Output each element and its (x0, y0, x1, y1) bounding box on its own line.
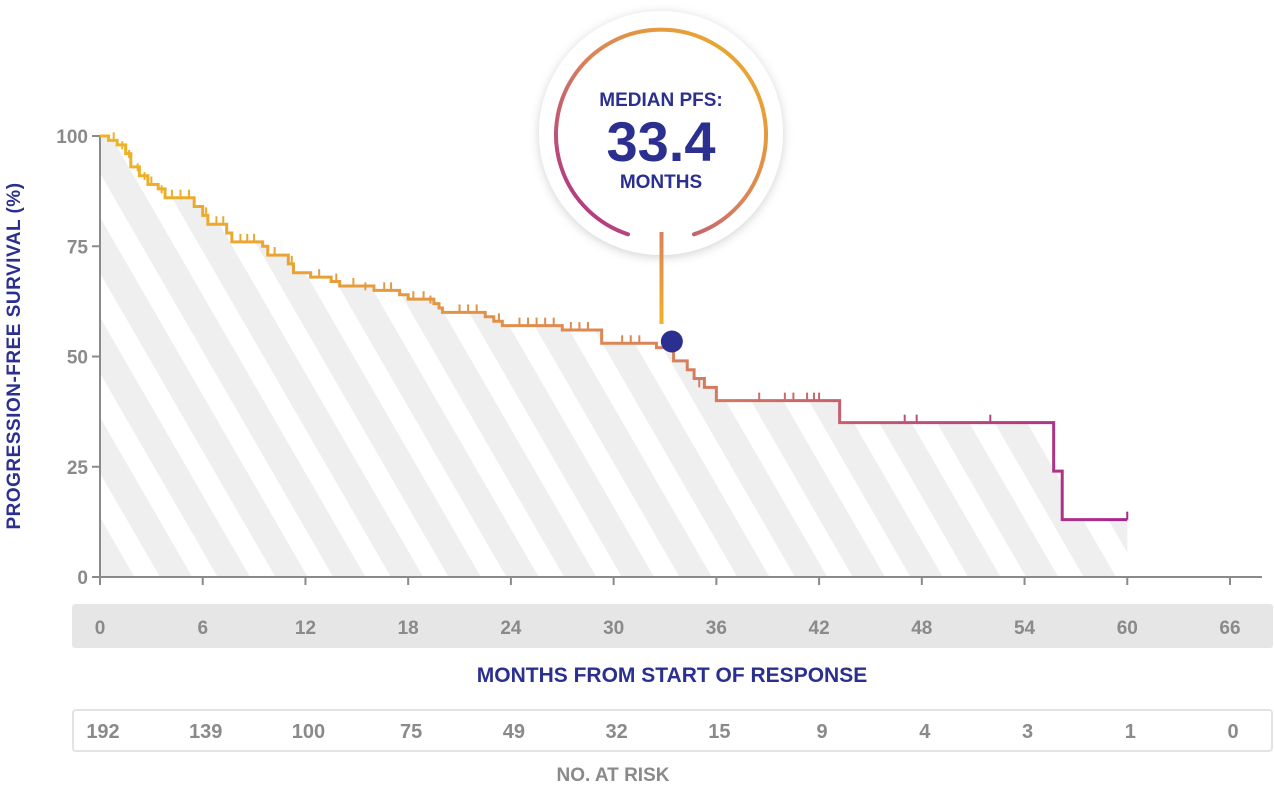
annotation-ring (554, 27, 768, 237)
x-tick-label-54: 54 (1014, 618, 1036, 639)
at-risk-box (72, 709, 1273, 752)
at-risk-value: 1 (1125, 721, 1136, 743)
y-tick-label-75: 75 (67, 237, 89, 258)
at-risk-value: 139 (189, 721, 222, 743)
km-curve (100, 134, 1128, 522)
median-value: 33.4 (607, 110, 716, 173)
x-tick-band (72, 604, 1273, 648)
x-tick-label-30: 30 (603, 618, 624, 639)
x-axis-title: MONTHS FROM START OF RESPONSE (477, 664, 867, 687)
at-risk-value: 192 (86, 721, 119, 743)
x-tick-label-36: 36 (706, 618, 727, 639)
x-tick-label-24: 24 (500, 618, 522, 639)
y-tick-label-0: 0 (77, 568, 88, 589)
median-label: MEDIAN PFS: (599, 90, 723, 111)
censor-marks (112, 132, 1129, 520)
annotation-stem (659, 232, 664, 324)
at-risk-value: 3 (1022, 721, 1033, 743)
at-risk-value: 0 (1227, 721, 1238, 743)
y-tick-label-25: 25 (67, 458, 89, 479)
at-risk-values: 192 139 100 75 49 32 15 9 4 3 1 0 (86, 721, 1238, 743)
y-tick-labels: 0 25 50 75 100 (56, 127, 88, 589)
x-tick-label-60: 60 (1117, 618, 1138, 639)
x-tick-label-48: 48 (911, 618, 932, 639)
x-tick-label-0: 0 (95, 618, 106, 639)
axes (92, 135, 1262, 585)
x-tick-label-18: 18 (398, 618, 419, 639)
y-axis-title: PROGRESSION-FREE SURVIVAL (%) (4, 182, 25, 529)
median-marker (660, 330, 683, 353)
at-risk-title: NO. AT RISK (557, 765, 670, 786)
x-tick-labels: 0 6 12 18 24 30 36 42 48 54 60 66 (95, 618, 1241, 639)
at-risk-value: 100 (292, 721, 325, 743)
median-annotation: MEDIAN PFS: 33.4 MONTHS (539, 11, 783, 353)
at-risk-value: 9 (817, 721, 828, 743)
at-risk-value: 15 (708, 721, 730, 743)
at-risk-value: 49 (503, 721, 525, 743)
y-tick-label-50: 50 (67, 348, 88, 369)
x-tick-label-42: 42 (809, 618, 830, 639)
at-risk-value: 32 (606, 721, 628, 743)
annotation-bubble (539, 11, 783, 255)
x-tick-label-66: 66 (1219, 618, 1240, 639)
x-tick-label-6: 6 (197, 618, 208, 639)
x-tick-label-12: 12 (295, 618, 316, 639)
y-tick-label-100: 100 (56, 127, 88, 148)
median-unit: MONTHS (620, 172, 702, 193)
at-risk-value: 4 (919, 721, 931, 743)
survival-area (100, 136, 1128, 577)
at-risk-value: 75 (400, 721, 422, 743)
